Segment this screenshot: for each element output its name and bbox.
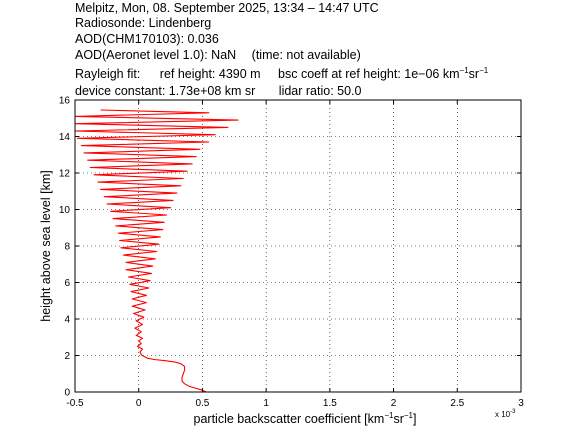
y-tick-label: 16 — [59, 96, 71, 107]
x-tick-label: 2.5 — [450, 398, 464, 409]
aod-aeronet-info: AOD(Aeronet level 1.0): NaN (time: not a… — [75, 48, 361, 62]
x-axis-label: particle backscatter coefficient [km−1sr… — [194, 411, 417, 426]
title-location-time: Melpitz, Mon, 08. September 2025, 13:34 … — [75, 1, 379, 15]
y-tick-label: 14 — [59, 132, 71, 143]
aod-aeronet-value: AOD(Aeronet level 1.0): NaN — [75, 48, 237, 62]
y-tick-label: 0 — [64, 388, 70, 399]
x-multiplier: x 10-3 — [495, 409, 516, 419]
y-tick-label: 2 — [64, 351, 70, 362]
y-tick-label: 12 — [59, 169, 71, 180]
x-tick-label: 1.5 — [323, 398, 337, 409]
profile-line — [74, 109, 239, 393]
device-info: device constant: 1.73e+08 km sr lidar ra… — [75, 84, 361, 98]
aod-aeronet-time: (time: not available) — [251, 48, 361, 62]
bsc-coeff-text: bsc coeff at ref height: 1e−06 km — [278, 67, 460, 81]
y-tick-label: 8 — [64, 242, 70, 253]
y-tick-label: 6 — [64, 278, 70, 289]
rayleigh-fit-label: Rayleigh fit: — [75, 67, 141, 81]
bsc-coeff-ref: bsc coeff at ref height: 1e−06 km−1sr−1 — [278, 65, 489, 81]
aod-chm-info: AOD(CHM170103): 0.036 — [75, 32, 219, 46]
x-tick-label: -0.5 — [66, 398, 84, 409]
x-tick-label: 0 — [136, 398, 142, 409]
x-tick-label: 3 — [518, 398, 524, 409]
device-constant: device constant: 1.73e+08 km sr — [75, 84, 256, 98]
y-tick-label: 4 — [64, 315, 70, 326]
lidar-ratio: lidar ratio: 50.0 — [278, 84, 362, 98]
x-tick-label: 1 — [263, 398, 269, 409]
plot-area — [75, 100, 521, 392]
x-tick-label: 0.5 — [195, 398, 209, 409]
y-tick-label: 10 — [59, 205, 71, 216]
radiosonde-info: Radiosonde: Lindenberg — [75, 16, 212, 30]
bsc-coeff-unit: sr — [468, 67, 480, 81]
y-axis-label: height above sea level [km] — [39, 170, 53, 321]
ref-height: ref height: 4390 m — [159, 67, 261, 81]
rayleigh-fit-info: Rayleigh fit: ref height: 4390 m bsc coe… — [75, 65, 489, 81]
x-tick-label: 2 — [391, 398, 397, 409]
